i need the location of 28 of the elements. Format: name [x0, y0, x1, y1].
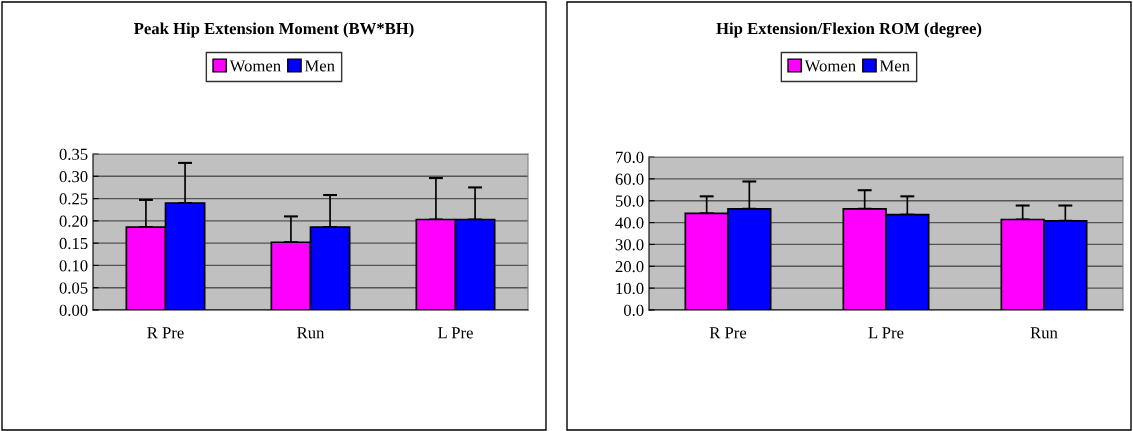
- y-tick-label: 40.0: [615, 217, 644, 229]
- x-tick-label: R Pre: [709, 327, 747, 339]
- x-tick-label: Run: [297, 327, 325, 339]
- chart-title: Peak Hip Extension Moment (BW*BH): [134, 22, 414, 38]
- y-tick-label: 0.15: [59, 237, 88, 250]
- x-tick-label: L Pre: [438, 327, 473, 339]
- legend-label: Men: [304, 60, 335, 72]
- y-tick-label: 10.0: [616, 282, 644, 295]
- y-tick-label: 0.0: [623, 304, 644, 317]
- x-tick-label: Run: [1030, 327, 1058, 339]
- y-tick-label: 20.0: [615, 260, 644, 273]
- legend-label: Women: [229, 60, 281, 72]
- y-tick-label: 30.0: [615, 239, 644, 251]
- y-tick-label: 0.30: [59, 170, 88, 183]
- legend-label: Men: [879, 60, 910, 72]
- y-tick-label: 0.20: [59, 215, 88, 227]
- y-tick-label: 60.0: [615, 173, 644, 185]
- y-tick-label: 0.35: [59, 148, 88, 161]
- y-tick-label: 0.00: [59, 304, 88, 317]
- x-tick-label: L Pre: [868, 327, 904, 339]
- chart-title: Hip Extension/Flexion ROM (degree): [716, 22, 982, 38]
- y-tick-label: 0.05: [59, 282, 88, 294]
- y-tick-label: 50.0: [615, 195, 644, 207]
- y-tick-label: 70.0: [616, 151, 644, 164]
- y-tick-label: 0.25: [59, 193, 88, 205]
- y-tick-label: 0.10: [59, 260, 88, 272]
- legend-label: Women: [804, 60, 856, 72]
- x-tick-label: R Pre: [147, 327, 184, 339]
